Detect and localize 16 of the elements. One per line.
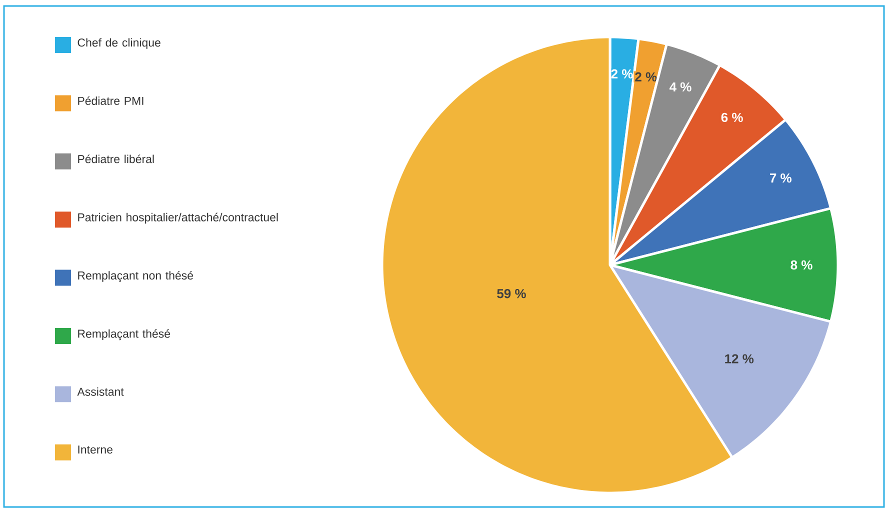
legend-label: Patricien hospitalier/attaché/contractuel <box>78 212 278 224</box>
data-label: 12 % <box>725 354 754 364</box>
data-label: 2 % <box>635 72 657 82</box>
legend-label: Chef de clinique <box>78 38 160 49</box>
legend-label: Remplaçant thésé <box>78 329 170 340</box>
legend-label: Assistant <box>77 387 124 396</box>
data-label: 6 % <box>721 112 743 122</box>
data-label: 2 % <box>611 69 633 78</box>
legend-label: Pédiatre libéral <box>78 154 154 164</box>
data-label: 8 % <box>790 260 812 270</box>
data-label: 7 % <box>770 173 792 183</box>
data-label: 59 % <box>497 288 526 298</box>
data-label: 4 % <box>670 82 692 92</box>
legend-label: Interne <box>78 446 112 454</box>
legend-label: Pédiatre PMI <box>78 96 144 105</box>
legend-label: Remplaçant non thésé <box>78 270 194 282</box>
